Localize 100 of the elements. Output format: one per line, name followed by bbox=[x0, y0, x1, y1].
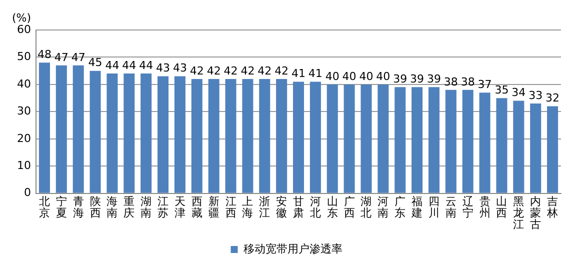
bar bbox=[496, 98, 508, 193]
x-tick-label: 宁夏 bbox=[56, 194, 67, 220]
data-label: 43 bbox=[156, 62, 170, 75]
bar bbox=[191, 79, 202, 193]
data-label: 38 bbox=[444, 75, 458, 88]
y-tick-label: 50 bbox=[16, 50, 31, 64]
bar bbox=[106, 74, 118, 193]
data-label: 33 bbox=[528, 88, 543, 102]
x-tick-label: 江苏 bbox=[158, 194, 169, 220]
y-tick-label: 60 bbox=[16, 22, 31, 36]
y-tick-label: 0 bbox=[24, 186, 31, 200]
x-tick-label: 重庆 bbox=[124, 194, 135, 220]
data-label: 42 bbox=[224, 64, 238, 78]
x-tick-label: 内蒙古 bbox=[530, 194, 542, 232]
data-label: 44 bbox=[139, 58, 154, 72]
bar bbox=[242, 79, 254, 193]
bar bbox=[344, 84, 355, 193]
bar bbox=[445, 90, 456, 193]
x-tick-label: 青海 bbox=[72, 194, 84, 220]
data-label: 40 bbox=[376, 70, 390, 83]
x-tick-label: 黑龙江 bbox=[513, 194, 524, 232]
x-tick-label: 贵州 bbox=[479, 194, 490, 220]
data-label: 34 bbox=[512, 86, 526, 100]
data-label: 43 bbox=[172, 62, 187, 75]
bar bbox=[208, 79, 220, 193]
bar bbox=[428, 87, 440, 193]
x-tick-label: 湖北 bbox=[360, 194, 372, 220]
x-tick-label: 上海 bbox=[242, 194, 254, 220]
bar bbox=[394, 87, 406, 193]
bar bbox=[225, 79, 236, 193]
data-label: 44 bbox=[105, 58, 120, 72]
bar bbox=[326, 84, 338, 193]
legend-label: 移动宽带用户渗透率 bbox=[243, 242, 342, 256]
x-tick-label: 北京 bbox=[38, 194, 50, 220]
bar bbox=[90, 70, 101, 193]
y-tick-label: 10 bbox=[16, 158, 31, 172]
bar bbox=[462, 90, 474, 193]
data-label: 40 bbox=[359, 70, 374, 83]
data-label: 39 bbox=[393, 72, 408, 86]
data-label: 47 bbox=[71, 50, 86, 64]
data-label: 38 bbox=[460, 75, 475, 88]
x-tick-label: 新疆 bbox=[208, 194, 220, 220]
data-label: 41 bbox=[292, 67, 306, 80]
x-tick-label: 浙江 bbox=[259, 194, 270, 220]
x-tick-label: 湖南 bbox=[140, 194, 152, 220]
y-axis-title: (%) bbox=[12, 11, 32, 24]
data-label: 47 bbox=[54, 50, 68, 64]
data-label: 39 bbox=[426, 72, 441, 86]
data-label: 44 bbox=[122, 58, 136, 72]
bar bbox=[72, 65, 84, 193]
x-tick-label: 山东 bbox=[326, 194, 338, 220]
x-tick-label: 广东 bbox=[394, 194, 406, 220]
data-label: 42 bbox=[240, 64, 255, 78]
x-tick-label: 河北 bbox=[310, 194, 321, 220]
bar bbox=[547, 106, 558, 193]
bar bbox=[479, 92, 490, 193]
x-tick-label: 福建 bbox=[410, 194, 423, 220]
bar bbox=[292, 82, 304, 193]
bar bbox=[140, 74, 152, 193]
x-tick-label: 广西 bbox=[344, 194, 355, 220]
x-tick-label: 天津 bbox=[174, 194, 186, 220]
y-tick-label: 30 bbox=[16, 104, 31, 118]
data-label: 40 bbox=[325, 70, 340, 83]
bar bbox=[360, 84, 372, 193]
data-label: 42 bbox=[190, 64, 204, 78]
x-tick-label: 四川 bbox=[428, 194, 440, 220]
x-tick-label: 辽宁 bbox=[462, 194, 474, 220]
data-label: 48 bbox=[37, 48, 52, 62]
bar bbox=[276, 79, 288, 193]
x-tick-label: 甘肃 bbox=[293, 194, 304, 220]
x-tick-label: 西藏 bbox=[191, 194, 202, 220]
x-tick-label: 陕西 bbox=[90, 194, 101, 220]
data-label: 42 bbox=[258, 64, 272, 78]
bar bbox=[513, 100, 524, 193]
bar bbox=[124, 74, 135, 193]
bar bbox=[38, 62, 50, 193]
data-label: 35 bbox=[494, 83, 509, 96]
y-tick-label: 20 bbox=[16, 132, 31, 145]
x-tick-label: 吉林 bbox=[546, 194, 558, 220]
x-tick-label: 海南 bbox=[106, 194, 118, 220]
data-label: 42 bbox=[206, 64, 221, 78]
bar bbox=[310, 82, 321, 193]
bar bbox=[158, 76, 169, 193]
data-label: 37 bbox=[478, 78, 492, 91]
x-tick-label: 山西 bbox=[496, 194, 508, 220]
bar bbox=[56, 65, 67, 193]
bar bbox=[174, 76, 186, 193]
bar bbox=[530, 104, 542, 193]
bar bbox=[259, 79, 270, 193]
x-tick-label: 河南 bbox=[378, 194, 389, 220]
x-tick-label: 江西 bbox=[225, 194, 236, 220]
data-label: 42 bbox=[274, 64, 289, 78]
data-label: 45 bbox=[88, 56, 102, 70]
bar bbox=[412, 87, 423, 193]
data-label: 39 bbox=[410, 72, 424, 86]
x-tick-label: 安徽 bbox=[276, 194, 288, 220]
data-label: 32 bbox=[546, 92, 560, 105]
data-label: 40 bbox=[342, 70, 356, 83]
x-tick-label: 云南 bbox=[445, 194, 456, 220]
data-label: 41 bbox=[308, 67, 322, 80]
